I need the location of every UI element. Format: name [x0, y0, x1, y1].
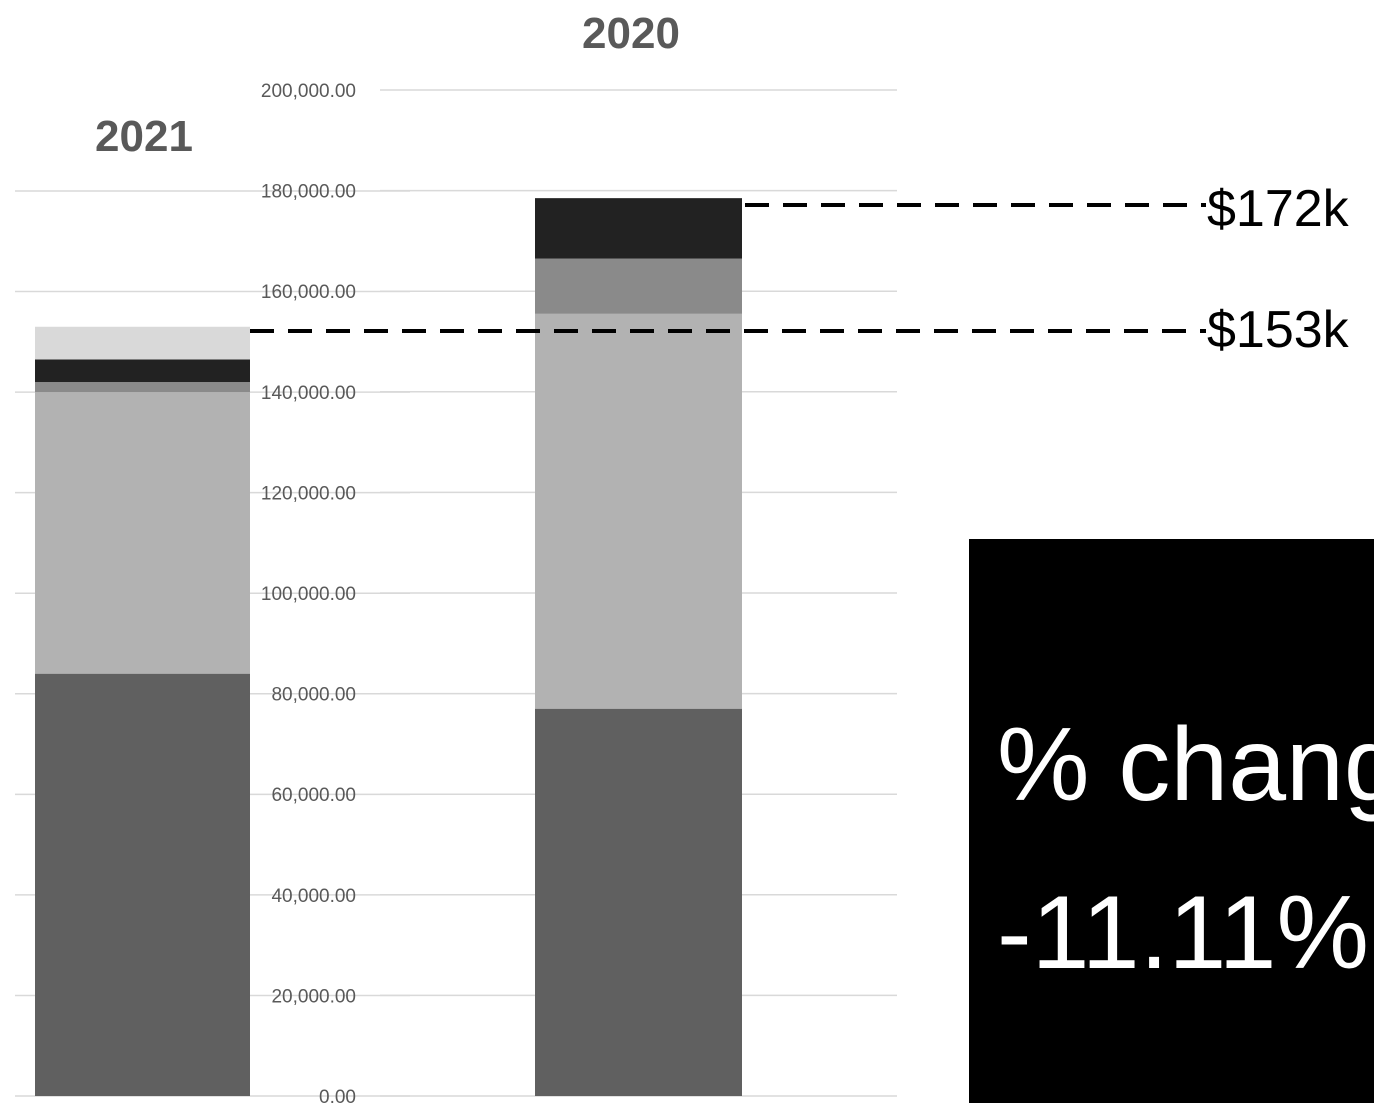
y-tick-label: 20,000.00: [271, 986, 356, 1007]
bar-2020-segment-3: [535, 258, 742, 314]
y-tick-label: 180,000.00: [261, 182, 356, 203]
y-tick-label: 60,000.00: [271, 785, 356, 806]
bar-2020-segment-4: [535, 198, 742, 259]
bar-2021-segment-3: [35, 382, 250, 393]
y-tick-label: 160,000.00: [261, 282, 356, 303]
total-2020-label: $172k: [1207, 180, 1350, 238]
chart-title-2021: 2021: [95, 112, 193, 161]
y-axis-ticks: 0.00 20,000.00 40,000.00 60,000.00 80,000.00…: [261, 81, 356, 1103]
y-tick-label: 40,000.00: [271, 886, 356, 907]
y-tick-label: 0.00: [319, 1087, 356, 1103]
total-2021-label: $153k: [1207, 301, 1350, 359]
y-tick-label: 120,000.00: [261, 483, 356, 504]
bar-2021-segment-1: [35, 673, 250, 1096]
bar-2020-segment-1: [535, 708, 742, 1096]
bar-stack-2020: [535, 198, 742, 1096]
y-tick-label: 200,000.00: [261, 81, 356, 102]
y-tick-label: 80,000.00: [271, 685, 356, 706]
y-tick-label: 140,000.00: [261, 383, 356, 404]
bar-2021-segment-2: [35, 392, 250, 674]
bar-2020-segment-2: [535, 313, 742, 709]
bar-2021-segment-5: [35, 326, 250, 360]
percent-change-label: % change: [997, 707, 1374, 823]
bar-stack-2021: [35, 326, 250, 1096]
y-tick-label: 100,000.00: [261, 584, 356, 605]
percent-change-value: -11.11%: [997, 875, 1369, 991]
bar-2021-segment-4: [35, 359, 250, 383]
chart-title-2020: 2020: [582, 9, 680, 58]
percent-change-box: [969, 539, 1374, 1103]
